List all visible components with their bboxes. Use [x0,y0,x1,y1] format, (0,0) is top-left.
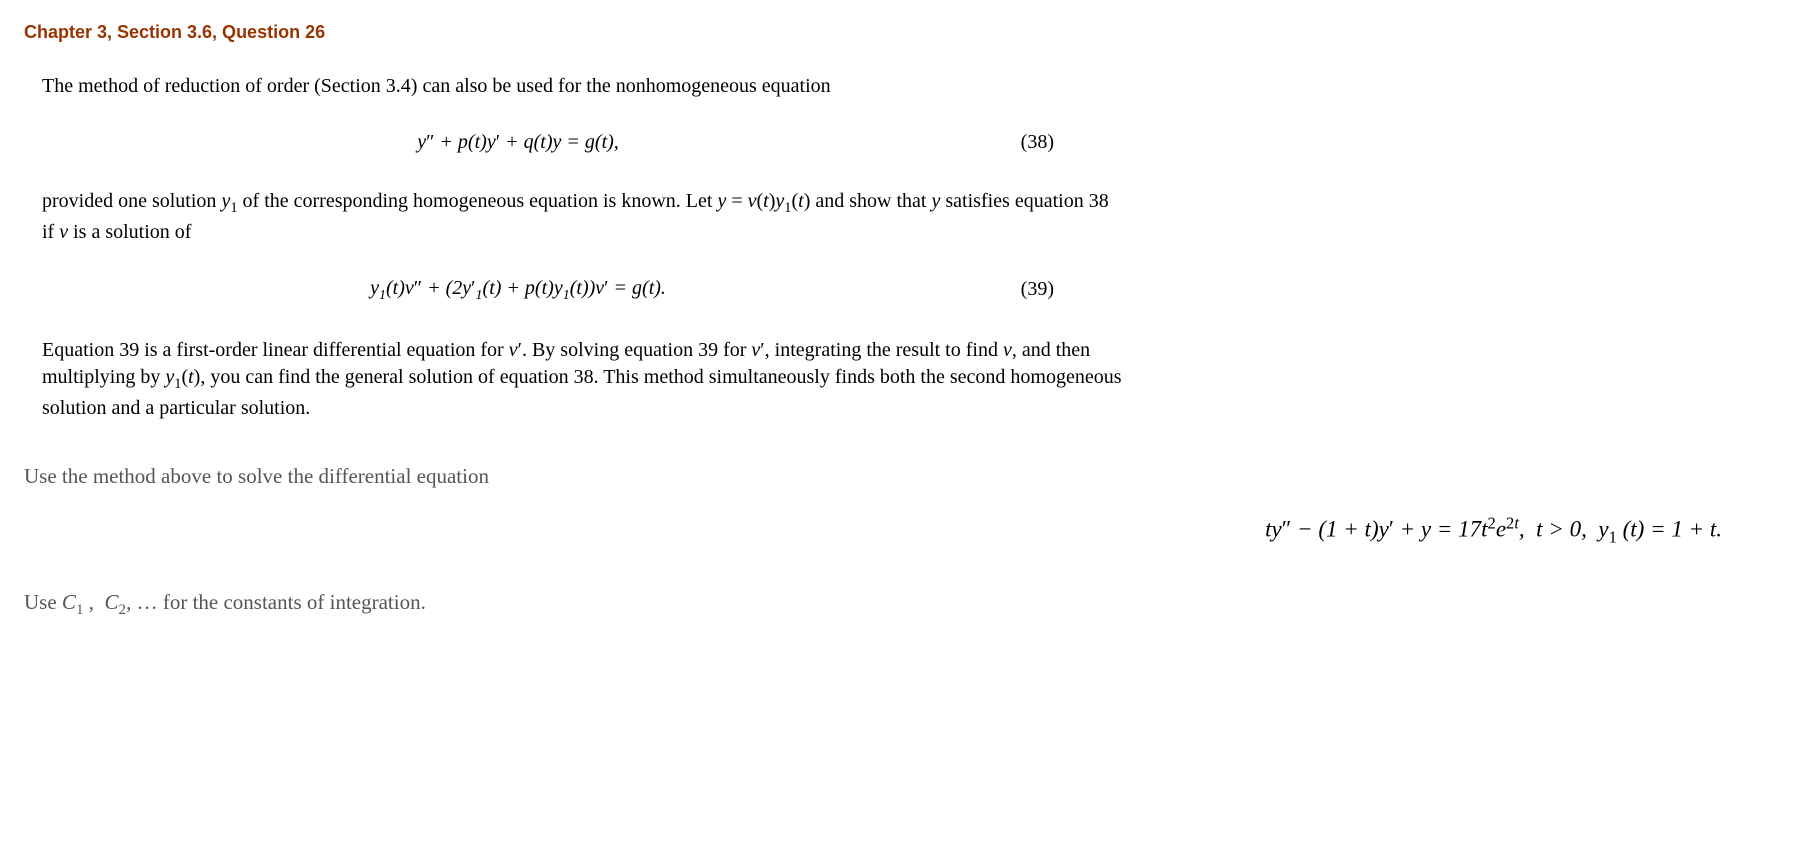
paragraph-intro: The method of reduction of order (Sectio… [42,73,1762,100]
paragraph-3: Equation 39 is a first-order linear diff… [42,337,1132,421]
page-title: Chapter 3, Section 3.6, Question 26 [24,20,1782,45]
equation-38-number: (38) [994,128,1062,156]
problem-content: The method of reduction of order (Sectio… [24,73,1762,421]
paragraph-2: provided one solution y1 of the correspo… [42,188,1122,245]
equation-39: y1(t)v″ + (2y′1(t) + p(t)y1(t))v′ = g(t)… [42,274,994,306]
equation-39-number: (39) [994,275,1062,303]
equation-39-row: y1(t)v″ + (2y′1(t) + p(t)y1(t))v′ = g(t)… [42,274,1062,306]
equation-38-row: y″ + p(t)y′ + q(t)y = g(t), (38) [42,128,1062,156]
equation-38: y″ + p(t)y′ + q(t)y = g(t), [42,128,994,156]
instruction-1: Use the method above to solve the differ… [24,462,1782,491]
instruction-2: Use C1 , C2, … for the constants of inte… [24,588,1782,621]
target-equation: ty″ − (1 + t)y′ + y = 17t2e2t, t > 0, y1… [24,511,1782,548]
